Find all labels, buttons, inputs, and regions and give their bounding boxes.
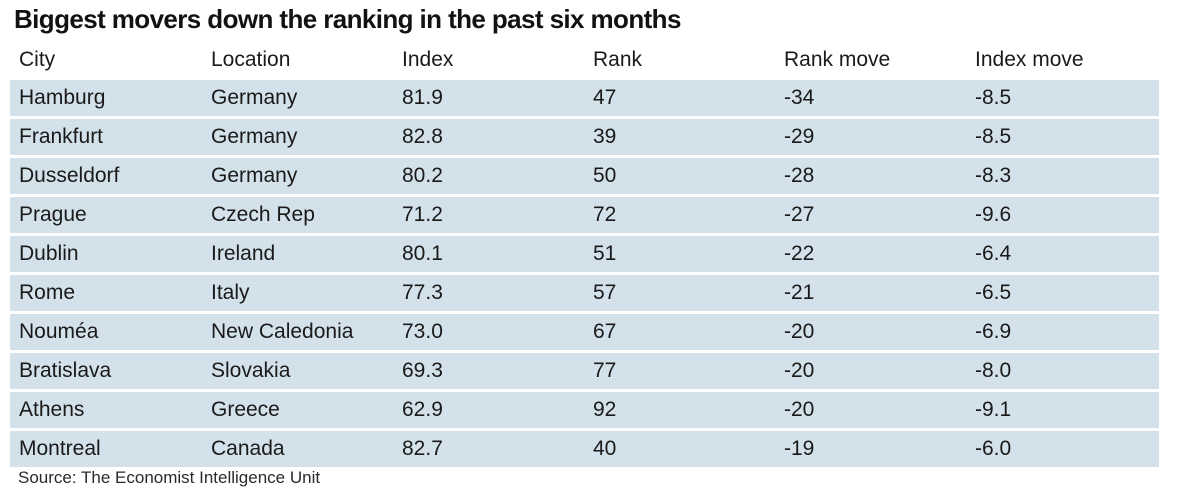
city-cell: Hamburg [10,80,202,116]
table-row: Dusseldorf Germany 80.2 50 -28 -8.3 [10,158,1159,194]
rank-move-cell: -34 [775,80,966,116]
city-cell: Athens [10,392,202,428]
index-move-cell: -8.5 [966,80,1159,116]
location-cell: New Caledonia [202,314,393,350]
rank-cell: 77 [584,353,775,389]
rank-move-cell: -20 [775,392,966,428]
index-cell: 62.9 [393,392,584,428]
rank-cell: 40 [584,431,775,467]
index-move-cell: -6.9 [966,314,1159,350]
index-move-cell: -6.0 [966,431,1159,467]
location-cell: Ireland [202,236,393,272]
rank-move-cell: -28 [775,158,966,194]
city-cell: Dublin [10,236,202,272]
location-cell: Italy [202,275,393,311]
city-cell: Prague [10,197,202,233]
city-cell: Bratislava [10,353,202,389]
index-move-cell: -9.6 [966,197,1159,233]
location-cell: Germany [202,119,393,155]
column-header-index-move: Index move [975,48,1084,71]
column-header-index: Index [402,48,454,71]
index-cell: 77.3 [393,275,584,311]
index-cell: 80.2 [393,158,584,194]
rank-cell: 72 [584,197,775,233]
index-move-cell: -9.1 [966,392,1159,428]
rank-cell: 51 [584,236,775,272]
rank-cell: 57 [584,275,775,311]
index-cell: 81.9 [393,80,584,116]
location-cell: Germany [202,80,393,116]
column-header-rank-move: Rank move [784,48,891,71]
table-row: Nouméa New Caledonia 73.0 67 -20 -6.9 [10,314,1159,350]
city-cell: Montreal [10,431,202,467]
index-cell: 73.0 [393,314,584,350]
table-row: Prague Czech Rep 71.2 72 -27 -9.6 [10,197,1159,233]
location-cell: Greece [202,392,393,428]
index-move-cell: -8.3 [966,158,1159,194]
source-note: Source: The Economist Intelligence Unit [18,468,321,487]
location-cell: Czech Rep [202,197,393,233]
index-cell: 71.2 [393,197,584,233]
index-move-cell: -8.5 [966,119,1159,155]
rank-move-cell: -20 [775,353,966,389]
table-row: Hamburg Germany 81.9 47 -34 -8.5 [10,80,1159,116]
rank-cell: 39 [584,119,775,155]
table-row: Frankfurt Germany 82.8 39 -29 -8.5 [10,119,1159,155]
rank-move-cell: -21 [775,275,966,311]
table-row: Bratislava Slovakia 69.3 77 -20 -8.0 [10,353,1159,389]
rank-move-cell: -20 [775,314,966,350]
city-cell: Rome [10,275,202,311]
rank-cell: 47 [584,80,775,116]
table-row: Rome Italy 77.3 57 -21 -6.5 [10,275,1159,311]
rank-move-cell: -19 [775,431,966,467]
city-cell: Frankfurt [10,119,202,155]
rank-cell: 92 [584,392,775,428]
rank-cell: 67 [584,314,775,350]
rank-cell: 50 [584,158,775,194]
table-row: Dublin Ireland 80.1 51 -22 -6.4 [10,236,1159,272]
column-header-rank: Rank [593,48,643,71]
city-cell: Nouméa [10,314,202,350]
header-row: City Location Index Rank Rank move Index… [10,43,1159,77]
index-move-cell: -6.5 [966,275,1159,311]
movers-table: City Location Index Rank Rank move Index… [10,40,1159,470]
index-cell: 82.8 [393,119,584,155]
table-row: Montreal Canada 82.7 40 -19 -6.0 [10,431,1159,467]
index-cell: 80.1 [393,236,584,272]
table-row: Athens Greece 62.9 92 -20 -9.1 [10,392,1159,428]
rank-move-cell: -22 [775,236,966,272]
location-cell: Slovakia [202,353,393,389]
column-header-location: Location [211,48,291,71]
location-cell: Germany [202,158,393,194]
index-cell: 69.3 [393,353,584,389]
location-cell: Canada [202,431,393,467]
index-cell: 82.7 [393,431,584,467]
index-move-cell: -6.4 [966,236,1159,272]
city-cell: Dusseldorf [10,158,202,194]
table-title: Biggest movers down the ranking in the p… [14,4,681,34]
rank-move-cell: -27 [775,197,966,233]
rank-move-cell: -29 [775,119,966,155]
column-header-city: City [19,48,56,71]
index-move-cell: -8.0 [966,353,1159,389]
